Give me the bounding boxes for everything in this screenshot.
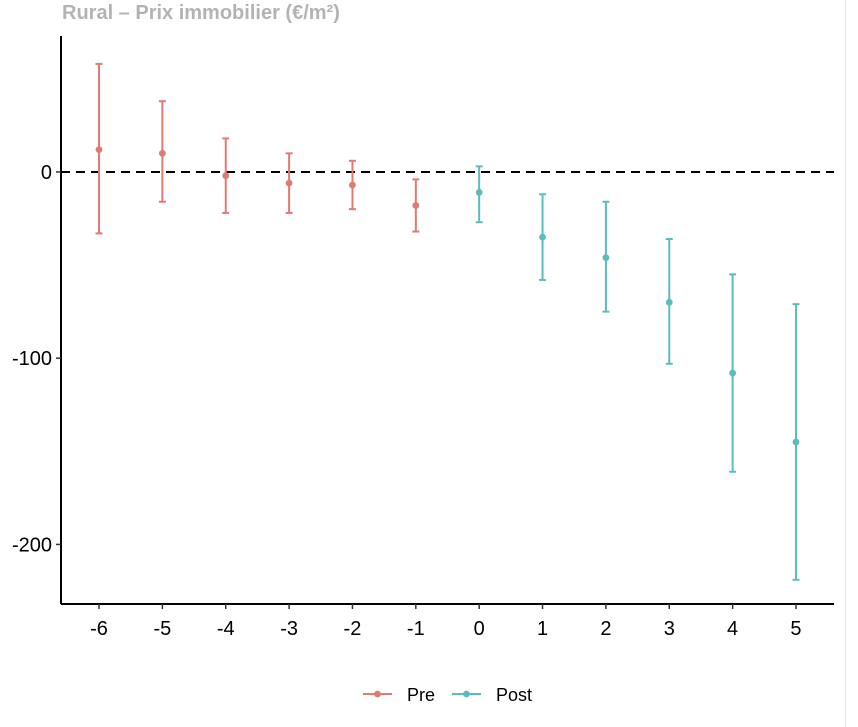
point-estimate-post bbox=[539, 233, 546, 241]
point-estimate-post bbox=[729, 369, 737, 377]
point-estimate-post bbox=[475, 189, 483, 196]
x-tick-label: -2 bbox=[344, 618, 362, 640]
x-tick-label: 1 bbox=[537, 618, 548, 640]
point-estimate-pre bbox=[285, 179, 293, 187]
chart-title: Rural – Prix immobilier (€/m²) bbox=[62, 2, 340, 24]
point-group-pre-0 bbox=[95, 62, 103, 235]
y-tick-label: 0 bbox=[41, 162, 52, 184]
point-estimate-post bbox=[665, 298, 673, 306]
x-tick-label: -5 bbox=[153, 618, 171, 640]
point-group-post-5 bbox=[792, 303, 800, 581]
point-estimate-pre bbox=[95, 146, 103, 154]
point-group-pre-3 bbox=[285, 152, 293, 214]
y-tick-label: -200 bbox=[12, 534, 52, 556]
legend: Pre Post bbox=[363, 685, 532, 705]
point-group-post-1 bbox=[539, 193, 547, 281]
point-estimate-pre bbox=[158, 149, 166, 157]
legend-key-marker bbox=[374, 690, 381, 698]
legend-key-marker bbox=[463, 690, 470, 698]
point-estimate-pre bbox=[349, 181, 356, 189]
x-tick-label: 5 bbox=[790, 618, 801, 640]
point-estimate-post bbox=[602, 254, 610, 262]
point-group-pre-2 bbox=[222, 137, 230, 214]
legend-item-pre: Pre bbox=[363, 685, 435, 705]
x-tick-label: -4 bbox=[217, 618, 235, 640]
legend-label: Post bbox=[496, 685, 532, 705]
x-tick-label: 0 bbox=[474, 618, 485, 640]
x-tick-label: 3 bbox=[664, 618, 675, 640]
point-estimate-pre bbox=[412, 202, 420, 209]
point-group-post-3 bbox=[665, 237, 673, 365]
x-tick-label: -1 bbox=[407, 618, 425, 640]
point-group-pre-5 bbox=[412, 178, 420, 233]
x-tick-label: -6 bbox=[90, 618, 108, 640]
point-estimate-post bbox=[792, 438, 800, 446]
y-tick-label: -100 bbox=[12, 348, 52, 370]
point-group-pre-1 bbox=[158, 100, 166, 203]
axes-layer: -6 -5 -4 -3 -2 -1 0 1 2 3 4 5 0 -100 -200 bbox=[12, 36, 834, 640]
point-estimate-pre bbox=[222, 172, 230, 180]
legend-label: Pre bbox=[407, 685, 435, 705]
x-tick-label: -3 bbox=[280, 618, 298, 640]
panel-divider bbox=[845, 0, 846, 727]
x-tick-label: 2 bbox=[600, 618, 611, 640]
point-group-post-4 bbox=[729, 273, 737, 473]
point-group-post-2 bbox=[602, 200, 610, 313]
error-bars-layer bbox=[95, 62, 800, 581]
point-group-pre-4 bbox=[348, 159, 356, 211]
legend-item-post: Post bbox=[452, 685, 532, 705]
x-tick-label: 4 bbox=[727, 618, 738, 640]
point-group-post-0 bbox=[475, 165, 483, 224]
